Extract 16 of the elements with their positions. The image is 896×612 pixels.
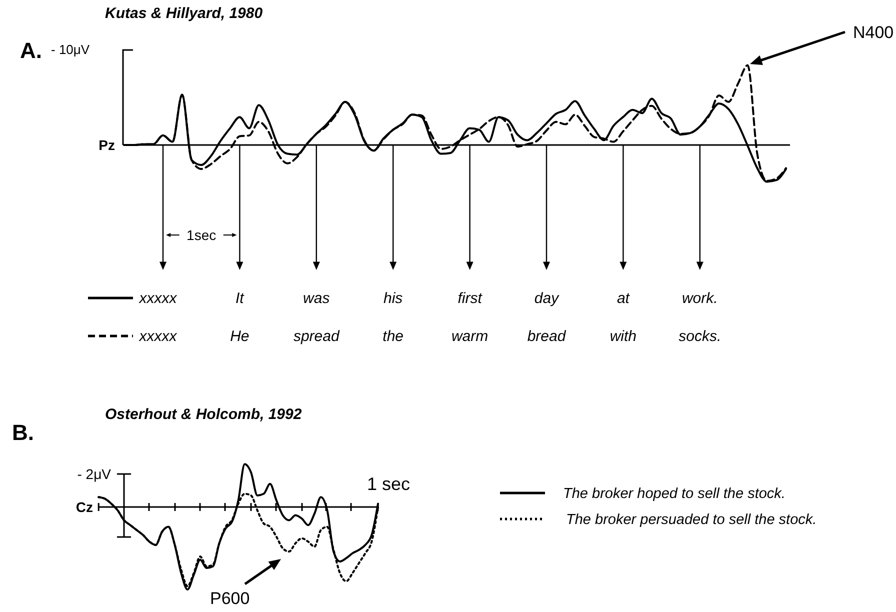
text: 1sec [186,227,216,243]
annotation: 1 sec [366,474,410,494]
chart-subtitle: Osterhout & Holcomb, 1992 [105,406,302,423]
legend-label: The broker hoped to sell the stock. [563,486,786,502]
text: xxxxx It was his first day at work. [139,290,718,307]
text: - 10μV [51,42,90,57]
text: N400 [853,23,894,42]
chart-title: B. [12,420,34,445]
text: Cz [76,499,93,515]
chart-subtitle: Kutas & Hillyard, 1980 [105,5,264,22]
text: xxxxx He spread the warm bread with socks. [139,328,722,345]
annotation: - 2μV [77,466,112,482]
annotation: P600 [210,589,250,608]
text: Pz [98,137,115,153]
legend-label: The broker persuaded to sell the stock. [566,512,817,528]
chart-title: A. [20,38,42,63]
